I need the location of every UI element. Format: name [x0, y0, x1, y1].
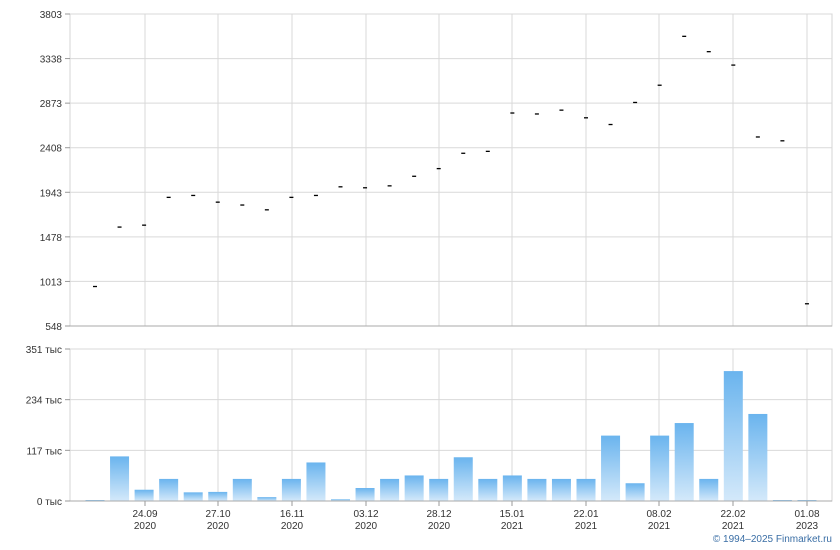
volume-bar[interactable] — [232, 478, 252, 501]
x-tick-year-label: 2020 — [428, 521, 451, 532]
volume-bar[interactable] — [723, 371, 743, 501]
x-tick-year-label: 2021 — [575, 521, 598, 532]
copyright-link[interactable]: © 1994–2025 Finmarket.ru — [712, 534, 832, 545]
price-panel: 3803 3338 2873 2408 1943 1478 1013 548 — [40, 10, 833, 333]
x-tick-date-label: 22.02 — [720, 509, 745, 520]
volume-bar[interactable] — [110, 456, 130, 501]
price-plot-area — [69, 13, 833, 327]
volume-bar[interactable] — [331, 499, 350, 501]
volume-bar[interactable] — [159, 478, 179, 501]
volume-bar[interactable] — [650, 435, 670, 501]
x-tick-year-label: 2020 — [207, 521, 230, 532]
volume-bar[interactable] — [306, 462, 326, 501]
volume-bar[interactable] — [551, 478, 571, 501]
volume-bar[interactable] — [478, 478, 498, 501]
volume-bar[interactable] — [699, 478, 719, 501]
x-tick-year-label: 2021 — [501, 521, 524, 532]
volume-bar[interactable] — [576, 478, 596, 501]
price-y-tick-label: 548 — [45, 322, 62, 333]
price-y-tick-label: 3803 — [40, 10, 63, 21]
x-tick-year-label: 2023 — [796, 521, 819, 532]
volume-bar[interactable] — [601, 435, 621, 501]
x-tick-year-label: 2020 — [134, 521, 157, 532]
price-y-tick-label: 1013 — [40, 277, 63, 288]
price-y-tick-label: 3338 — [40, 55, 63, 66]
volume-y-tick-label: 0 тыс — [37, 497, 62, 508]
price-y-tick-label: 1943 — [40, 188, 63, 199]
volume-y-tick-label: 351 тыс — [26, 345, 62, 356]
volume-bar[interactable] — [208, 491, 228, 501]
volume-bar[interactable] — [453, 457, 473, 501]
x-tick-date-label: 15.01 — [499, 509, 524, 520]
x-tick-date-label: 08.02 — [646, 509, 671, 520]
volume-bar[interactable] — [748, 413, 768, 501]
price-y-tick-label: 1478 — [40, 233, 63, 244]
volume-bar[interactable] — [380, 478, 400, 501]
volume-plot-area — [69, 348, 833, 502]
volume-bar[interactable] — [502, 475, 522, 501]
x-tick-date-label: 27.10 — [205, 509, 230, 520]
x-tick-year-label: 2021 — [722, 521, 745, 532]
volume-bar[interactable] — [404, 475, 424, 501]
price-y-tick-label: 2873 — [40, 99, 63, 110]
volume-bar[interactable] — [429, 478, 449, 501]
x-tick-date-label: 22.01 — [573, 509, 598, 520]
x-tick-date-label: 16.11 — [280, 509, 305, 520]
x-tick-year-label: 2021 — [648, 521, 671, 532]
volume-bar[interactable] — [134, 489, 154, 501]
volume-bar[interactable] — [183, 492, 203, 501]
volume-bar[interactable] — [257, 497, 277, 501]
x-tick-year-label: 2020 — [355, 521, 378, 532]
volume-bar[interactable] — [355, 488, 375, 501]
volume-bar[interactable] — [625, 483, 645, 501]
price-y-tick-label: 2408 — [40, 144, 63, 155]
volume-y-tick-label: 117 тыс — [27, 446, 63, 457]
x-tick-date-label: 03.12 — [353, 509, 378, 520]
x-tick-date-label: 24.09 — [132, 509, 157, 520]
volume-bar[interactable] — [674, 423, 694, 501]
x-tick-date-label: 28.12 — [426, 509, 451, 520]
volume-y-tick-label: 234 тыс — [26, 396, 62, 407]
volume-bar[interactable] — [527, 478, 547, 501]
x-tick-year-label: 2020 — [281, 521, 304, 532]
volume-bar[interactable] — [281, 478, 301, 501]
x-tick-date-label: 01.08 — [794, 509, 819, 520]
